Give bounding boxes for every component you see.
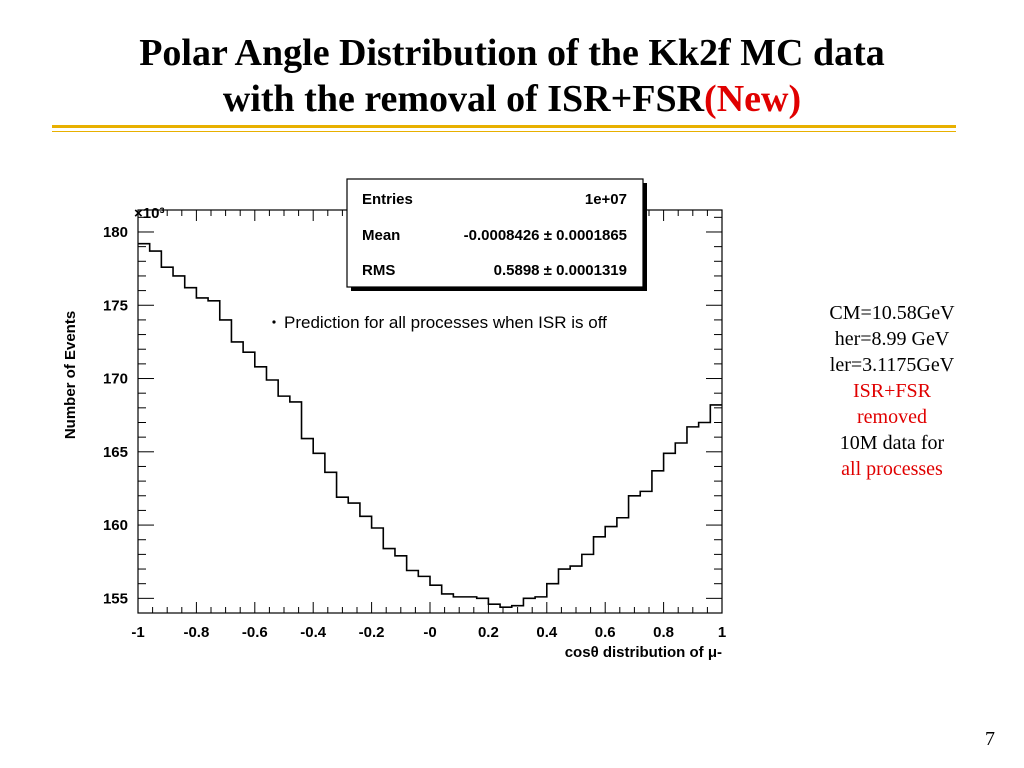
y-tick-label: 165	[103, 444, 128, 461]
stats-rms-value: 0.5898 ± 0.0001319	[494, 262, 627, 279]
y-tick-label: 175	[103, 297, 128, 314]
y-axis-label: Number of Events	[62, 311, 79, 439]
stats-box-frame	[346, 178, 644, 288]
y-tick-label: 155	[103, 590, 128, 607]
annotation-marker	[272, 320, 276, 324]
stats-rms-label: RMS	[362, 262, 395, 279]
x-tick-label: -0.6	[242, 624, 268, 641]
note-cm: CM=10.58GeV	[829, 302, 955, 324]
note-removed: removed	[857, 406, 927, 428]
stats-mean-label: Mean	[362, 227, 400, 244]
x-tick-label: -0.4	[300, 624, 327, 641]
title-underline	[52, 125, 956, 128]
x-tick-label: 0.2	[478, 624, 499, 641]
title-underline-thin	[52, 131, 956, 132]
histogram-line	[138, 242, 722, 608]
title-line-2: with the removal of ISR+FSR(New)	[0, 76, 1024, 122]
slide-title: Polar Angle Distribution of the Kk2f MC …	[0, 30, 1024, 122]
x-axis-label: cosθ distribution of μ-	[565, 644, 722, 661]
x-tick-label: 0.8	[653, 624, 674, 641]
x-axis: -1 -0.8 -0.6 -0.4 -0.2 -0 0.2 0.4 0.6 0.8 1	[131, 210, 726, 641]
note-her: her=8.99 GeV	[834, 328, 950, 350]
stats-entries-value: 1e+07	[585, 191, 627, 208]
note-isr-fsr: ISR+FSR	[853, 380, 931, 402]
note-ler: ler=3.1175GeV	[829, 354, 955, 376]
x-tick-label: -0.2	[359, 624, 385, 641]
x-tick-label: -1	[131, 624, 144, 641]
note-processes: all processes	[841, 458, 943, 480]
page-number: 7	[985, 728, 995, 750]
x-tick-label: -0	[423, 624, 436, 641]
x-tick-label: 1	[718, 624, 726, 641]
stats-mean-value: -0.0008426 ± 0.0001865	[464, 227, 627, 244]
y-axis: 155 160 165 170 175 180	[103, 216, 722, 614]
y-tick-label: 170	[103, 371, 128, 388]
x-tick-label: -0.8	[183, 624, 209, 641]
x-tick-label: 0.6	[595, 624, 616, 641]
stats-entries-label: Entries	[362, 191, 413, 208]
side-notes: CM=10.58GeV her=8.99 GeV ler=3.1175GeV I…	[790, 300, 994, 482]
note-data: 10M data for	[839, 432, 945, 454]
y-tick-label: 180	[103, 224, 128, 241]
y-multiplier: ×10³	[134, 205, 164, 222]
annotation-text: Prediction for all processes when ISR is…	[284, 313, 607, 332]
y-tick-label: 160	[103, 517, 128, 534]
x-tick-label: 0.4	[536, 624, 558, 641]
stats-box: Entries 1e+07 Mean -0.0008426 ± 0.000186…	[346, 178, 647, 291]
title-line-2-text: with the removal of ISR+FSR	[222, 78, 705, 120]
title-new-tag: (New)	[704, 78, 802, 120]
title-line-1: Polar Angle Distribution of the Kk2f MC …	[139, 32, 885, 74]
